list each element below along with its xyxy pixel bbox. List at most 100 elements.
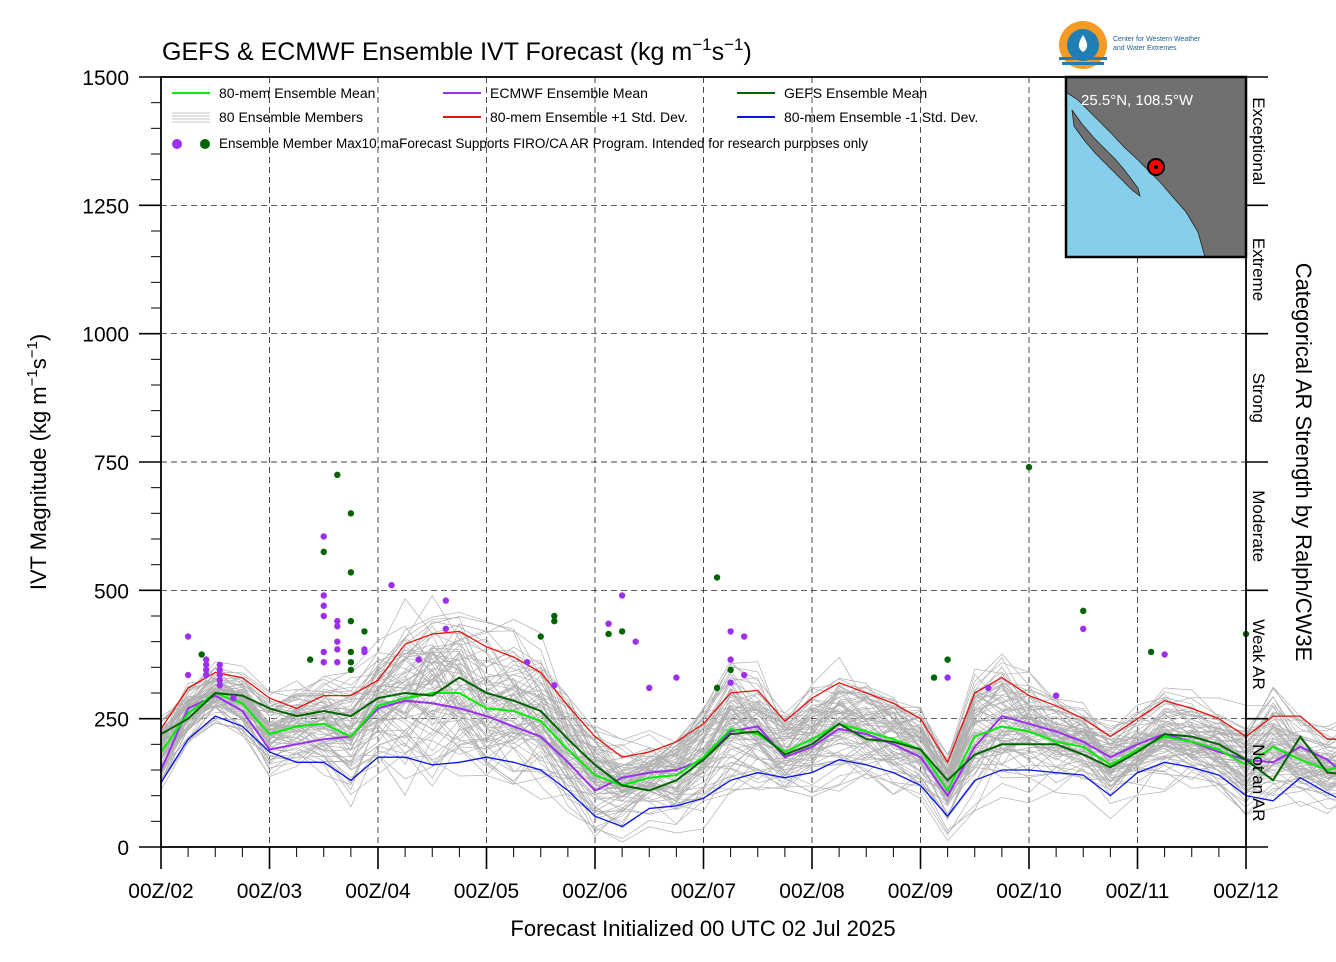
ensemble-member-line	[160, 670, 1336, 816]
x-tick-label: 00Z/07	[671, 880, 736, 903]
member-max-point-gefs	[713, 574, 721, 581]
right-axis-label: Categorical AR Strength by Ralph/CW3E	[1291, 263, 1316, 662]
ensemble-member-line	[160, 666, 1336, 784]
legend-members: 80 Ensemble Members	[219, 109, 363, 125]
member-max-point-gefs	[713, 684, 721, 692]
member-max-point-ecmwf	[203, 656, 210, 663]
cw3e-logo: Center for Western Weather and Water Ext…	[1059, 21, 1201, 69]
ensemble-member-line	[160, 683, 1336, 798]
ensemble-member-line	[160, 705, 1336, 837]
legend-minus-std: 80-mem Ensemble -1 Std. Dev.	[784, 109, 978, 125]
ensemble-member-line	[160, 696, 1336, 784]
member-max-point-gefs	[320, 548, 327, 556]
member-max-point-gefs	[347, 648, 355, 656]
x-tick-label: 00Z/10	[996, 880, 1061, 903]
member-max-point-ecmwf	[740, 671, 748, 679]
ensemble-member-line	[160, 666, 1336, 799]
member-max-point-ecmwf	[320, 659, 327, 666]
x-tick-label: 00Z/02	[128, 880, 193, 903]
member-max-point-ecmwf	[216, 666, 223, 674]
ensemble-member-line	[160, 648, 1336, 785]
ensemble-member-line	[160, 621, 1336, 812]
member-max-point-ecmwf	[442, 625, 450, 633]
legend-ens-mean: 80-mem Ensemble Mean	[219, 85, 375, 101]
ensemble-member-line	[160, 683, 1336, 809]
logo-line2: and Water Extremes	[1113, 45, 1177, 52]
ensemble-member-line	[160, 645, 1336, 793]
member-max-point-ecmwf	[673, 674, 680, 681]
series-line-minus-std	[160, 715, 1336, 828]
x-axis-ticks: 00Z/02 00Z/03 00Z/04 00Z/05 00Z/06 00Z/07 00Z/…	[128, 847, 1279, 903]
member-max-point-gefs	[347, 617, 355, 625]
member-max-point-ecmwf	[334, 638, 341, 645]
member-max-point-ecmwf	[320, 533, 327, 540]
ensemble-member-line	[160, 652, 1336, 783]
ensemble-member-line	[160, 701, 1336, 792]
ensemble-member-line	[160, 677, 1336, 790]
ensemble-member-line	[160, 697, 1336, 836]
legend-ecmwf-mean: ECMWF Ensemble Mean	[490, 85, 648, 101]
ensemble-member-line	[160, 656, 1336, 802]
member-max-point-ecmwf	[320, 648, 327, 656]
member-max-points	[184, 463, 1250, 702]
category-label: Moderate	[1249, 490, 1268, 562]
member-max-point-ecmwf	[216, 676, 223, 684]
member-max-point-ecmwf	[230, 694, 237, 702]
ensemble-member-line	[160, 687, 1336, 839]
y-axis-label: IVT Magnitude (kg m−1s−1)	[24, 334, 51, 590]
member-max-point-gefs	[930, 674, 938, 681]
member-max-point-ecmwf	[985, 684, 992, 692]
member-max-point-ecmwf	[1052, 692, 1060, 699]
member-max-point-gefs	[551, 612, 558, 620]
ensemble-member-line	[160, 691, 1336, 812]
ensemble-member-line	[160, 635, 1336, 777]
member-max-point-ecmwf	[1161, 651, 1168, 658]
ensemble-member-line	[160, 676, 1336, 799]
series-line-plus-std	[160, 630, 1336, 764]
member-max-point-gefs	[361, 628, 368, 635]
y-axis-ticks: 0 250 500 750 1000 1250 1500	[82, 67, 161, 860]
y-tick-label: 1500	[82, 67, 129, 90]
member-max-point-ecmwf	[203, 661, 210, 668]
ensemble-member-line	[160, 618, 1336, 778]
x-tick-label: 00Z/03	[237, 880, 302, 903]
member-max-point-gefs	[944, 656, 951, 663]
logo-line1: Center for Western Weather	[1113, 36, 1201, 43]
y-tick-label: 750	[94, 452, 129, 475]
legend-ecmwf-max-marker	[172, 139, 182, 149]
ensemble-member-line	[160, 674, 1336, 791]
ensemble-member-line	[160, 698, 1336, 833]
ensemble-member-line	[160, 706, 1336, 810]
member-max-point-ecmwf	[740, 633, 748, 640]
ensemble-member-line	[160, 667, 1336, 788]
ensemble-members	[160, 594, 1336, 843]
member-max-point-ecmwf	[334, 623, 341, 630]
member-max-point-ecmwf	[216, 661, 223, 668]
member-max-point-ecmwf	[646, 684, 653, 692]
y-tick-label: 1250	[82, 195, 129, 218]
member-max-point-ecmwf	[334, 617, 341, 625]
member-max-point-ecmwf	[551, 682, 558, 689]
legend: 80-mem Ensemble Mean 80 Ensemble Members…	[172, 85, 978, 151]
x-tick-label: 00Z/05	[454, 880, 519, 903]
member-max-point-ecmwf	[203, 666, 210, 674]
x-tick-label: 00Z/06	[562, 880, 627, 903]
legend-gefs-max-marker	[200, 139, 210, 149]
member-max-point-ecmwf	[727, 679, 734, 686]
member-max-point-gefs	[347, 569, 355, 576]
category-label: Exceptional	[1249, 97, 1268, 185]
y-tick-label: 250	[94, 709, 129, 732]
x-tick-label: 00Z/12	[1213, 880, 1278, 903]
legend-swatch-members	[172, 112, 210, 123]
member-max-point-ecmwf	[442, 597, 450, 604]
member-max-point-ecmwf	[320, 602, 327, 609]
ensemble-member-line	[160, 657, 1336, 791]
map-baja-peninsula	[1071, 109, 1141, 197]
member-max-point-gefs	[1025, 463, 1033, 471]
member-max-point-ecmwf	[727, 656, 734, 663]
member-max-point-ecmwf	[320, 612, 327, 620]
member-max-point-ecmwf	[216, 682, 223, 689]
ensemble-member-line	[160, 652, 1336, 802]
ensemble-member-line	[160, 639, 1336, 780]
category-label: Weak AR	[1249, 619, 1268, 690]
